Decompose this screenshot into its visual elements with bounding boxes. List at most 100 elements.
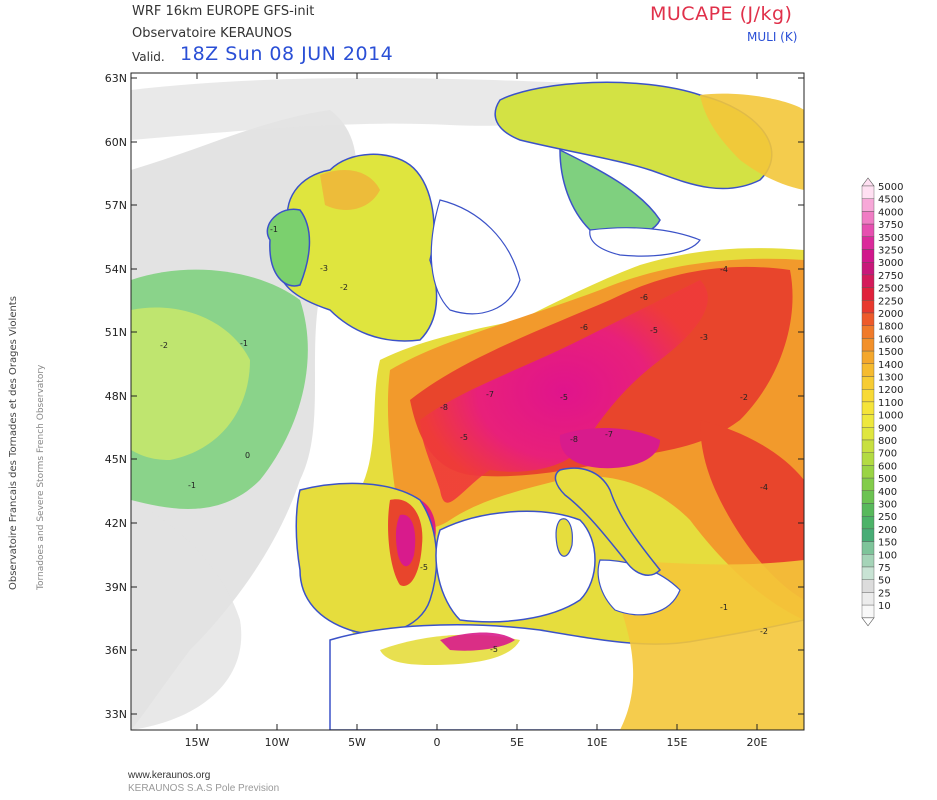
legend-label: 4500 xyxy=(878,195,903,206)
atlantic-yellow-area xyxy=(131,307,250,460)
legend-label: 900 xyxy=(878,423,897,434)
lon-label: 10E xyxy=(587,736,608,749)
lon-label: 5W xyxy=(348,736,366,749)
li-label: -1 xyxy=(240,339,248,348)
li-label: -2 xyxy=(740,393,748,402)
magenta-cape-core xyxy=(420,280,708,503)
li-label: -7 xyxy=(486,390,494,399)
legend-swatch xyxy=(861,503,875,517)
legend-arrow-bottom xyxy=(861,617,875,627)
legend-label: 75 xyxy=(878,563,891,574)
li-label: -3 xyxy=(320,264,328,273)
legend-arrow-top xyxy=(861,177,875,187)
legend-label: 1300 xyxy=(878,373,903,384)
legend-swatch xyxy=(861,185,875,199)
legend-swatch xyxy=(861,477,875,492)
legend-label: 2750 xyxy=(878,271,903,282)
map-subtitle: MULI (K) xyxy=(747,30,798,44)
li-label: -6 xyxy=(580,323,588,332)
legend-swatch xyxy=(861,528,875,542)
li-label: -8 xyxy=(440,403,448,412)
legend-label: 1100 xyxy=(878,398,903,409)
legend-swatch xyxy=(861,490,875,504)
li-label: -8 xyxy=(570,435,578,444)
li-label: -5 xyxy=(420,563,428,572)
british-isles xyxy=(277,153,438,342)
li-label: -7 xyxy=(605,430,613,439)
legend-swatch xyxy=(861,223,875,238)
legend-swatch xyxy=(861,401,875,415)
li-label: -1 xyxy=(188,481,196,490)
legend-label: 1500 xyxy=(878,347,903,358)
axis-ticks xyxy=(131,73,804,730)
lon-label: 0 xyxy=(434,736,441,749)
legend-swatch xyxy=(861,236,875,250)
li-label: -4 xyxy=(760,483,768,492)
legend-swatch xyxy=(861,439,875,453)
valid-time: 18Z Sun 08 JUN 2014 xyxy=(180,43,394,65)
lon-label: 15E xyxy=(667,736,688,749)
legend-swatch xyxy=(861,414,875,428)
legend-label: 3250 xyxy=(878,246,903,257)
legend-label: 50 xyxy=(878,576,891,587)
ireland xyxy=(266,208,311,287)
legend-label: 150 xyxy=(878,538,897,549)
legend-label: 400 xyxy=(878,487,897,498)
legend-swatch xyxy=(861,516,875,530)
scotland-highlands xyxy=(320,170,380,210)
li-label: -2 xyxy=(340,283,348,292)
li-label: -5 xyxy=(560,393,568,402)
lat-label: 57N xyxy=(105,199,127,212)
legend-label: 2500 xyxy=(878,284,903,295)
legend-swatch xyxy=(861,312,875,326)
legend-swatch xyxy=(861,274,875,288)
legend-swatch xyxy=(861,452,875,466)
legend-swatch xyxy=(861,554,875,568)
li-label-group: -8 -7 -6 -6 -5 -7 -8 -5 -4 -3 -5 -4 -2 -… xyxy=(160,225,768,654)
legend-swatch xyxy=(861,363,875,377)
legend-label: 200 xyxy=(878,525,897,536)
lon-label: 10W xyxy=(265,736,290,749)
legend-label: 800 xyxy=(878,436,897,447)
legend-label: 3750 xyxy=(878,220,903,231)
li-label: -3 xyxy=(700,333,708,342)
legend-swatch xyxy=(861,325,875,339)
baltic-sea xyxy=(589,227,701,257)
lat-label: 42N xyxy=(105,517,127,530)
italy xyxy=(554,467,662,576)
footer-company: KERAUNOS S.A.S Pole Prevision xyxy=(128,783,280,794)
finland xyxy=(700,93,804,190)
model-info-line: WRF 16km EUROPE GFS-init xyxy=(132,4,315,19)
legend-label: 5000 xyxy=(878,182,903,193)
lat-label: 48N xyxy=(105,390,127,403)
legend-label: 3500 xyxy=(878,233,903,244)
legend-label: 1600 xyxy=(878,334,903,345)
atlas-magenta xyxy=(440,632,515,651)
legend-swatch xyxy=(861,592,875,606)
legend-swatch xyxy=(861,389,875,403)
legend-label: 10 xyxy=(878,601,891,612)
legend-label: 25 xyxy=(878,588,891,599)
legend-label: 2000 xyxy=(878,309,903,320)
legend-swatch xyxy=(861,376,875,390)
lat-label: 54N xyxy=(105,263,127,276)
legend-swatch xyxy=(861,350,875,365)
longitude-labels: 15W 10W 5W 0 5E 10E 15E 20E xyxy=(185,736,768,749)
legend-label: 1400 xyxy=(878,360,903,371)
lat-label: 45N xyxy=(105,453,127,466)
corsica-sardinia xyxy=(555,518,573,557)
li-label: -5 xyxy=(460,433,468,442)
footer-url: www.keraunos.org xyxy=(128,770,211,781)
li-label: -1 xyxy=(720,603,728,612)
organization-line: Observatoire KERAUNOS xyxy=(132,26,292,41)
legend-label: 700 xyxy=(878,449,897,460)
lon-label: 20E xyxy=(747,736,768,749)
li-label: -5 xyxy=(490,645,498,654)
lat-label: 63N xyxy=(105,72,127,85)
legend-label: 500 xyxy=(878,474,897,485)
legend-swatch xyxy=(861,465,875,479)
lon-label: 15W xyxy=(185,736,210,749)
scandinavia xyxy=(494,81,773,190)
legend-label: 3000 xyxy=(878,258,903,269)
